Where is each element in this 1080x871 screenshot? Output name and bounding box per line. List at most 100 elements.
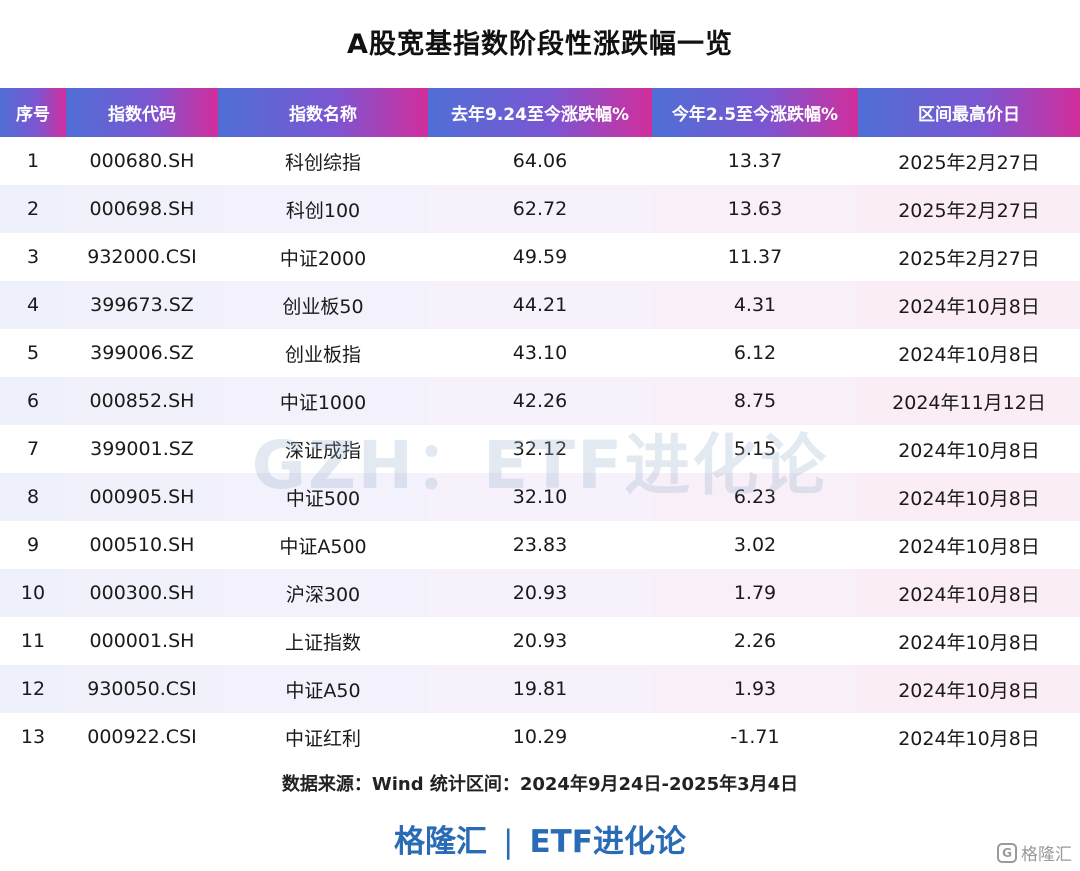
cell-index-name: 科创综指 — [284, 151, 361, 174]
cell-index-name: 中证红利 — [284, 727, 361, 750]
cell-index-name: 中证2000 — [279, 247, 367, 270]
header-seq: 序号 — [0, 88, 66, 137]
cell-index-code: 930050.CSI — [66, 665, 218, 713]
cell-seq: 2 — [0, 185, 66, 233]
cell-index-code: 000852.SH — [66, 377, 218, 425]
cell-seq: 9 — [26, 534, 40, 556]
cell-index-name: 沪深300 — [218, 569, 428, 617]
cell-seq: 10 — [0, 569, 66, 617]
cell-index-name: 上证指数 — [284, 631, 361, 654]
cell-change-since-25: 6.12 — [733, 342, 777, 364]
cell-peak-date: 2024年10月8日 — [898, 535, 1040, 558]
cell-change-since-25: 8.75 — [652, 377, 858, 425]
cell-change-since-924: 20.93 — [428, 569, 652, 617]
cell-peak-date: 2024年10月8日 — [858, 665, 1080, 713]
cell-peak-date: 2024年10月8日 — [858, 473, 1080, 521]
header-change-since-924: 去年9.24至今涨跌幅% — [428, 88, 652, 137]
cell-change-since-25: 4.31 — [652, 281, 858, 329]
cell-peak-date: 2024年10月8日 — [898, 439, 1040, 462]
cell-index-name: 中证1000 — [218, 377, 428, 425]
table-row: 11 000001.SH 上证指数 20.93 2.26 2024年10月8日 — [0, 617, 1080, 665]
cell-peak-date: 2024年10月8日 — [858, 281, 1080, 329]
cell-index-name: 深证成指 — [284, 439, 361, 462]
table-row: 4 399673.SZ 创业板50 44.21 4.31 2024年10月8日 — [0, 281, 1080, 329]
header-peak-date: 区间最高价日 — [858, 88, 1080, 137]
brand-channel: ETF进化论 — [529, 824, 686, 860]
table-header-row: 序号 指数代码 指数名称 去年9.24至今涨跌幅% 今年2.5至今涨跌幅% 区间… — [0, 88, 1080, 137]
cell-index-name: 中证500 — [218, 473, 428, 521]
cell-change-since-25: 2.26 — [733, 630, 777, 652]
cell-seq: 8 — [0, 473, 66, 521]
header-index-name: 指数名称 — [218, 88, 428, 137]
cell-change-since-924: 19.81 — [428, 665, 652, 713]
cell-index-code: 000698.SH — [66, 185, 218, 233]
cell-change-since-25: 3.02 — [733, 534, 777, 556]
table-row: 10 000300.SH 沪深300 20.93 1.79 2024年10月8日 — [0, 569, 1080, 617]
cell-change-since-924: 44.21 — [428, 281, 652, 329]
cell-index-name: 中证A500 — [279, 535, 367, 558]
cell-seq: 4 — [0, 281, 66, 329]
brand-footer: 格隆汇 | ETF进化论 — [0, 816, 1080, 861]
cell-peak-date: 2025年2月27日 — [898, 151, 1040, 174]
table-row: 12 930050.CSI 中证A50 19.81 1.93 2024年10月8日 — [0, 665, 1080, 713]
cell-change-since-25: 13.37 — [727, 150, 783, 172]
table-row: 9 000510.SH 中证A500 23.83 3.02 2024年10月8日 — [0, 521, 1080, 569]
cell-seq: 13 — [20, 726, 46, 748]
cell-index-code: 399001.SZ — [90, 438, 194, 460]
table-row: 5 399006.SZ 创业板指 43.10 6.12 2024年10月8日 — [0, 329, 1080, 377]
cell-change-since-25: 13.63 — [652, 185, 858, 233]
cell-peak-date: 2024年11月12日 — [858, 377, 1080, 425]
cell-index-name: 科创100 — [218, 185, 428, 233]
data-source-note: 数据来源：Wind 统计区间：2024年9月24日-2025年3月4日 — [281, 774, 799, 795]
cell-change-since-25: -1.71 — [730, 726, 780, 748]
table-row: 2 000698.SH 科创100 62.72 13.63 2025年2月27日 — [0, 185, 1080, 233]
cell-seq: 12 — [0, 665, 66, 713]
cell-index-code: 000922.CSI — [87, 726, 197, 748]
cell-change-since-924: 62.72 — [428, 185, 652, 233]
cell-index-code: 000510.SH — [89, 534, 195, 556]
cell-change-since-25: 1.79 — [652, 569, 858, 617]
cell-change-since-924: 23.83 — [512, 534, 568, 556]
gelonghui-logo-icon: G — [997, 842, 1017, 863]
cell-change-since-924: 10.29 — [512, 726, 568, 748]
cell-change-since-924: 49.59 — [512, 246, 568, 268]
cell-seq: 3 — [26, 246, 40, 268]
cell-change-since-924: 42.26 — [428, 377, 652, 425]
cell-peak-date: 2025年2月27日 — [858, 185, 1080, 233]
index-performance-table: 序号 指数代码 指数名称 去年9.24至今涨跌幅% 今年2.5至今涨跌幅% 区间… — [0, 88, 1080, 761]
cell-seq: 11 — [20, 630, 46, 652]
table-body: 1 000680.SH 科创综指 64.06 13.37 2025年2月27日 2 00069… — [0, 137, 1080, 761]
cell-change-since-25: 6.23 — [652, 473, 858, 521]
cell-seq: 5 — [26, 342, 40, 364]
cell-index-name: 中证A50 — [218, 665, 428, 713]
brand-name: 格隆汇 — [394, 824, 488, 860]
cell-index-code: 000001.SH — [89, 630, 195, 652]
cell-index-code: 000905.SH — [66, 473, 218, 521]
cell-seq: 6 — [0, 377, 66, 425]
cell-peak-date: 2024年10月8日 — [898, 343, 1040, 366]
cell-index-code: 000300.SH — [66, 569, 218, 617]
table-row: 7 399001.SZ 深证成指 32.12 5.15 2024年10月8日 — [0, 425, 1080, 473]
cell-change-since-25: 5.15 — [733, 438, 777, 460]
header-index-code: 指数代码 — [66, 88, 218, 137]
header-change-since-25: 今年2.5至今涨跌幅% — [652, 88, 858, 137]
table-row: 3 932000.CSI 中证2000 49.59 11.37 2025年2月27日 — [0, 233, 1080, 281]
cell-peak-date: 2025年2月27日 — [898, 247, 1040, 270]
brand-separator: | — [503, 824, 514, 860]
table-row: 13 000922.CSI 中证红利 10.29 -1.71 2024年10月8日 — [0, 713, 1080, 761]
cell-index-code: 932000.CSI — [87, 246, 197, 268]
cell-change-since-924: 32.12 — [512, 438, 568, 460]
cell-change-since-25: 11.37 — [727, 246, 783, 268]
cell-change-since-924: 20.93 — [512, 630, 568, 652]
cell-change-since-25: 1.93 — [652, 665, 858, 713]
cell-peak-date: 2024年10月8日 — [898, 727, 1040, 750]
corner-logo-text: 格隆汇 — [1021, 845, 1072, 865]
cell-index-code: 399006.SZ — [90, 342, 194, 364]
cell-seq: 1 — [26, 150, 40, 172]
cell-change-since-924: 43.10 — [512, 342, 568, 364]
cell-peak-date: 2024年10月8日 — [898, 631, 1040, 654]
table-row: 6 000852.SH 中证1000 42.26 8.75 2024年11月12日 — [0, 377, 1080, 425]
cell-change-since-924: 32.10 — [428, 473, 652, 521]
corner-logo: G 格隆汇 — [997, 840, 1072, 865]
cell-index-name: 创业板指 — [284, 343, 361, 366]
